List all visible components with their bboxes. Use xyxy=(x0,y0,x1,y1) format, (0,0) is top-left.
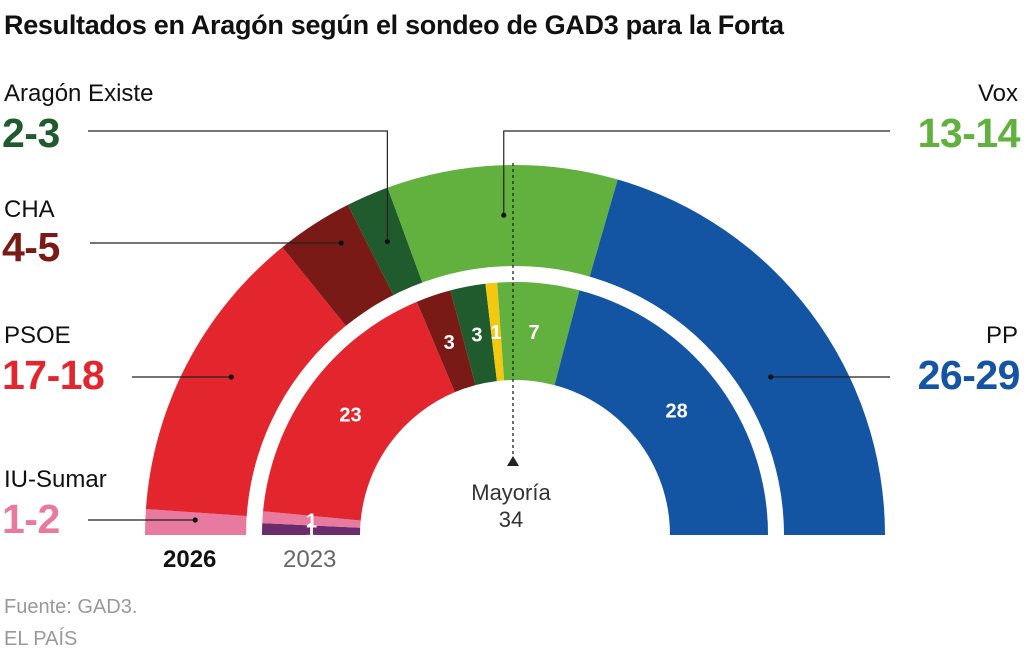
segment-2026-pp xyxy=(585,179,885,535)
segment-2026-vox xyxy=(387,165,618,298)
segment-2026-aragon-existe xyxy=(347,187,428,310)
party-range-vox: 13-14 xyxy=(917,110,1021,156)
seat-label-2023-4: 3 xyxy=(471,325,482,347)
leader-dot-iu-sumar xyxy=(192,517,198,523)
seat-label-2023-0: 1 xyxy=(305,520,316,542)
seat-label-2023-2: 23 xyxy=(339,404,361,426)
segment-2023-iu-sumar xyxy=(262,511,361,528)
ring-2026 xyxy=(145,165,885,535)
segment-2023-psoe xyxy=(263,301,455,521)
party-range-psoe: 17-18 xyxy=(2,352,105,398)
party-name-aragon-existe: Aragón Existe xyxy=(4,80,154,107)
leader-line-aragon-existe xyxy=(88,130,388,242)
leader-dot-aragon-existe xyxy=(384,238,390,245)
party-range-aragon-existe: 2-3 xyxy=(2,110,60,156)
year-label-2023: 2023 xyxy=(283,546,337,573)
segment-2026-cha xyxy=(282,204,401,339)
segment-2023-segment xyxy=(485,282,505,382)
source-note: Fuente: GAD3. xyxy=(4,596,138,618)
year-label-2026: 2026 xyxy=(163,546,217,573)
leader-dot-vox xyxy=(501,212,507,218)
seat-label-2023-3: 3 xyxy=(444,332,455,354)
party-name-psoe: PSOE xyxy=(4,322,71,349)
leader-dot-cha xyxy=(338,240,344,246)
seat-label-2023-7: 28 xyxy=(665,400,687,422)
segment-2026-psoe xyxy=(145,247,356,518)
leader-dot-pp xyxy=(768,374,774,380)
leader-lines xyxy=(88,130,890,523)
segment-2023-segment xyxy=(262,523,361,535)
chart-title: Resultados en Aragón según el sondeo de … xyxy=(4,10,784,40)
segment-2023-pp xyxy=(554,290,768,535)
ring-2023 xyxy=(262,282,768,535)
party-range-iu-sumar: 1-2 xyxy=(2,496,60,542)
seat-label-2023-1: 1 xyxy=(306,511,317,533)
party-range-cha: 4-5 xyxy=(2,224,60,270)
majority-line xyxy=(507,163,519,466)
majority-arrow xyxy=(507,456,519,466)
party-name-vox: Vox xyxy=(977,80,1018,107)
majority-value: 34 xyxy=(498,507,524,532)
majority-label: Mayoría xyxy=(471,480,551,505)
party-name-pp: PP xyxy=(985,322,1018,349)
publisher-note: EL PAÍS xyxy=(4,628,78,650)
segment-2023-aragon-existe xyxy=(450,283,497,386)
segment-2026-iu-sumar xyxy=(145,508,263,535)
seat-label-2023-5: 1 xyxy=(490,322,501,344)
party-name-cha: CHA xyxy=(4,196,55,223)
leader-line-vox xyxy=(503,130,890,216)
leader-dot-psoe xyxy=(228,374,234,380)
seat-label-2023-6: 7 xyxy=(529,322,540,344)
party-range-pp: 26-29 xyxy=(917,352,1021,398)
segment-2023-cha xyxy=(416,290,476,393)
segment-2023-vox xyxy=(497,282,580,386)
party-name-iu-sumar: IU-Sumar xyxy=(4,466,107,493)
